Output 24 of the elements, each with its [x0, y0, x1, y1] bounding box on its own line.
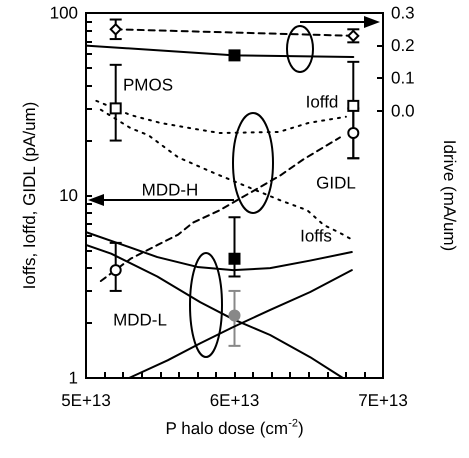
annotation: PMOS: [122, 76, 174, 94]
point: [228, 310, 240, 322]
annotation: Ioffs: [300, 226, 332, 246]
point: [110, 102, 122, 114]
y-axis-title: Ioffs, Ioffd, GIDL (pA/um): [20, 102, 39, 290]
x-tick-label: 5E+13: [61, 391, 111, 410]
annotation: Ioffd: [306, 92, 338, 112]
annotation: MDD-L: [113, 310, 167, 330]
y2-tick-label: 0.0: [391, 101, 415, 120]
point: [110, 264, 122, 276]
y-tick-label: 10: [59, 186, 78, 205]
y2-tick-label: 0.2: [391, 36, 415, 56]
annotation: MDD-H: [142, 180, 198, 200]
point: [228, 252, 240, 265]
y2-axis-title: Idrive (mA/um): [440, 140, 459, 252]
y-tick-label: 1: [68, 368, 78, 388]
y-tick-label: 100: [50, 4, 78, 22]
annotation: GIDL: [316, 174, 356, 192]
x-tick-label: 6E+13: [210, 391, 260, 410]
y2-tick-label: 0.1: [391, 68, 415, 88]
y2-tick-label: 0.3: [391, 4, 415, 22]
x-tick-label: 7E+13: [358, 391, 408, 410]
point: [347, 100, 360, 112]
point: [347, 127, 360, 140]
